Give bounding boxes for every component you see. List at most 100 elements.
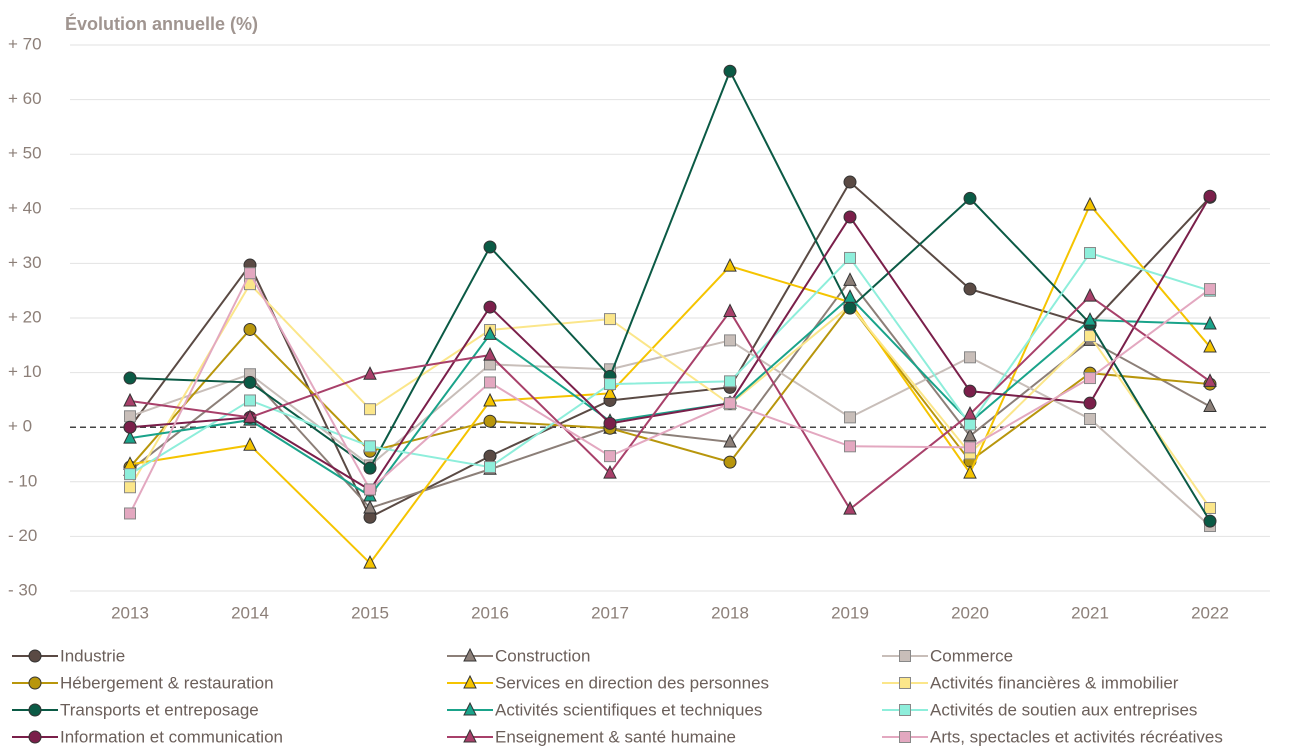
y-tick-label: + 30 bbox=[8, 253, 42, 272]
y-tick-label: + 0 bbox=[8, 417, 32, 436]
legend-label: Hébergement & restauration bbox=[60, 673, 274, 692]
marker bbox=[604, 313, 616, 326]
marker bbox=[483, 326, 497, 340]
marker bbox=[723, 303, 737, 317]
marker bbox=[964, 418, 976, 431]
legend-marker bbox=[899, 704, 911, 716]
y-tick-label: - 30 bbox=[8, 580, 37, 599]
marker bbox=[244, 267, 256, 280]
marker bbox=[243, 322, 257, 336]
marker bbox=[483, 392, 497, 407]
y-tick-label: + 10 bbox=[8, 362, 42, 381]
marker bbox=[724, 375, 736, 388]
marker bbox=[124, 507, 136, 520]
marker bbox=[243, 375, 257, 389]
marker bbox=[1203, 373, 1217, 387]
legend-item: Hébergement & restauration bbox=[12, 673, 274, 692]
legend-marker bbox=[28, 676, 42, 690]
series-line bbox=[129, 294, 1211, 511]
marker bbox=[1084, 413, 1096, 426]
legend-label: Activités scientifiques et techniques bbox=[495, 700, 762, 719]
marker bbox=[843, 272, 857, 286]
series-line bbox=[129, 271, 1211, 514]
marker bbox=[483, 240, 497, 254]
marker bbox=[483, 449, 497, 463]
series bbox=[123, 288, 1217, 515]
marker bbox=[604, 378, 616, 391]
y-tick-label: - 10 bbox=[8, 471, 37, 490]
legend-marker bbox=[463, 701, 477, 716]
series bbox=[123, 175, 1217, 524]
marker bbox=[963, 405, 977, 420]
marker bbox=[123, 371, 137, 385]
marker bbox=[243, 437, 257, 451]
marker bbox=[123, 392, 137, 407]
marker bbox=[1083, 312, 1097, 326]
legend-label: Industrie bbox=[60, 646, 125, 665]
marker bbox=[844, 440, 856, 453]
legend-item: Enseignement & santé humaine bbox=[447, 727, 736, 746]
legend-marker bbox=[28, 703, 42, 717]
x-tick-label: 2020 bbox=[951, 603, 989, 622]
legend-marker bbox=[899, 677, 911, 689]
marker bbox=[1083, 196, 1097, 211]
marker bbox=[363, 555, 377, 569]
legend-item: Industrie bbox=[12, 646, 125, 665]
marker bbox=[843, 175, 857, 189]
marker bbox=[843, 289, 857, 303]
legend-label: Commerce bbox=[930, 646, 1013, 665]
marker bbox=[1204, 283, 1216, 296]
legend-label: Construction bbox=[495, 646, 590, 665]
marker bbox=[1203, 514, 1217, 528]
marker bbox=[723, 258, 737, 272]
series-line bbox=[129, 295, 1211, 498]
y-tick-label: + 40 bbox=[8, 198, 42, 217]
legend-label: Activités financières & immobilier bbox=[930, 673, 1179, 692]
x-tick-label: 2017 bbox=[591, 603, 629, 622]
legend-item: Construction bbox=[447, 646, 590, 665]
legend-item: Activités financières & immobilier bbox=[882, 673, 1179, 692]
marker bbox=[123, 430, 137, 444]
legend-marker bbox=[28, 730, 42, 744]
x-tick-label: 2014 bbox=[231, 603, 269, 622]
marker bbox=[1083, 396, 1097, 410]
marker bbox=[123, 420, 137, 434]
marker bbox=[124, 468, 136, 481]
y-tick-label: + 70 bbox=[8, 34, 42, 53]
legend-marker bbox=[463, 728, 477, 743]
series-line bbox=[129, 339, 1211, 527]
x-tick-label: 2015 bbox=[351, 603, 389, 622]
legend-label: Enseignement & santé humaine bbox=[495, 727, 736, 746]
marker bbox=[724, 334, 736, 347]
marker bbox=[483, 414, 497, 428]
marker bbox=[244, 394, 256, 407]
series-line bbox=[129, 195, 1211, 492]
marker bbox=[844, 411, 856, 424]
series bbox=[124, 267, 1216, 520]
series-line bbox=[129, 251, 1211, 476]
y-tick-label: - 20 bbox=[8, 526, 37, 545]
marker bbox=[963, 427, 977, 442]
marker bbox=[124, 410, 136, 423]
legend-label: Transports et entreposage bbox=[60, 700, 259, 719]
series bbox=[124, 334, 1216, 533]
series bbox=[124, 247, 1216, 481]
marker bbox=[723, 433, 737, 448]
y-tick-label: + 20 bbox=[8, 307, 42, 326]
marker bbox=[604, 450, 616, 463]
x-tick-label: 2019 bbox=[831, 603, 869, 622]
legend-label: Services en direction des personnes bbox=[495, 673, 769, 692]
marker bbox=[963, 191, 977, 205]
x-tick-label: 2016 bbox=[471, 603, 509, 622]
legend-label: Information et communication bbox=[60, 727, 283, 746]
marker bbox=[363, 366, 377, 380]
x-tick-label: 2018 bbox=[711, 603, 749, 622]
marker bbox=[1083, 288, 1097, 302]
marker bbox=[1084, 247, 1096, 260]
marker bbox=[124, 481, 136, 494]
marker bbox=[963, 282, 977, 296]
marker bbox=[603, 416, 617, 430]
x-tick-label: 2022 bbox=[1191, 603, 1229, 622]
marker bbox=[1203, 398, 1217, 412]
